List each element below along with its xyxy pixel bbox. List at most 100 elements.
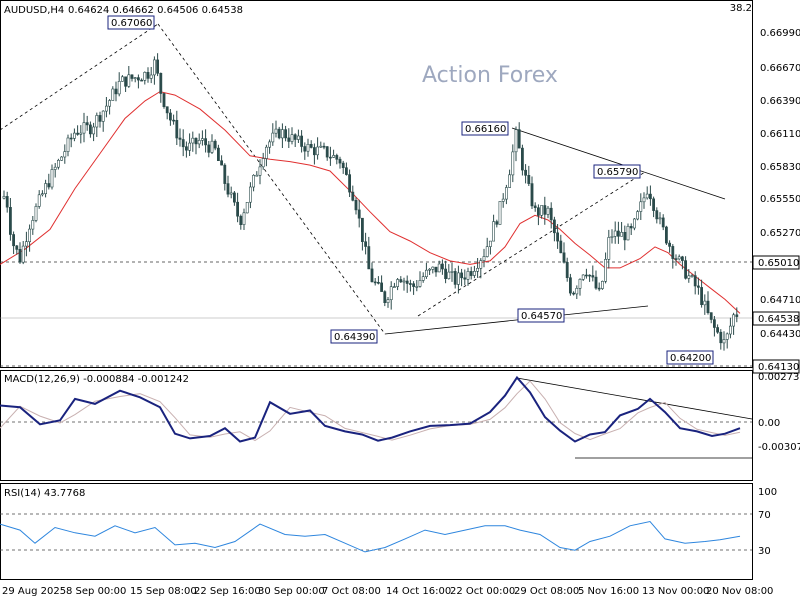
candle-body [140,79,144,82]
candle-body [655,210,659,220]
macd-tick: 0.00 [758,418,780,429]
candle-body [332,155,336,158]
candle-body [153,59,156,76]
candle-body [204,138,208,146]
candle-body [76,132,80,135]
candle-body [50,169,54,188]
candle-body [146,72,150,79]
candle-body [261,158,265,168]
candle-body [392,286,396,288]
candle-body [520,147,524,171]
candle-body [463,277,467,280]
candle-body [360,217,364,242]
price-tick: 0.64710 [760,295,800,306]
candle-body [252,175,256,188]
candle-body [383,291,387,304]
candle-body [194,137,198,145]
candle-body [684,260,688,279]
ma-line [0,91,741,314]
candle-body [201,138,204,141]
candle-body [303,146,307,152]
candle-body [556,232,560,242]
candle-body [530,183,534,207]
candle-body [66,137,70,152]
candle-body [364,241,368,247]
candle-body [412,283,416,287]
candle-body [296,135,300,140]
candle-body [549,207,553,221]
candle-body [466,271,470,280]
candle-body [610,236,614,238]
candle-body [597,287,601,290]
candle-body [712,319,716,328]
trendlines [0,23,726,335]
candle-body [476,267,480,272]
candle-body [89,124,92,135]
candle-body [287,137,291,142]
annotation-box [593,164,641,179]
candle-body [562,252,566,263]
candle-body [312,147,316,156]
candle-body [559,240,563,254]
low-level-box [752,359,800,374]
candle-body [258,166,262,176]
candle-body [722,339,726,344]
time-tick: 14 Oct 16:00 [386,586,451,597]
candle-body [24,241,28,247]
time-tick: 29 Aug 2025 [2,586,66,597]
price-axis: 0.66990 0.66670 0.66390 0.66110 0.65830 … [760,28,800,340]
candle-body [175,120,179,139]
time-tick: 7 Oct 08:00 [322,586,381,597]
candle-body [47,183,51,188]
candle-body [328,156,332,159]
macd-line [0,375,741,443]
trendline-resistance [511,127,726,200]
price-tick: 0.66110 [760,129,800,140]
candle-body [636,211,640,220]
candle-body [604,258,608,282]
macd-panel-frame [0,370,753,481]
rsi-panel-frame [0,483,753,580]
annotation-box [330,329,378,344]
candle-body [370,268,374,283]
candle-body [121,76,124,82]
candle-body [680,256,684,261]
candle-body [271,132,275,143]
candle-body [687,275,691,279]
trendline-dashed [417,171,646,317]
corner-value: 38.2 [730,3,752,14]
candle-body [5,196,9,208]
annotation-text: 0.64390 [334,332,375,343]
candle-body [15,245,19,250]
candle-body [306,144,310,152]
candle-body [236,201,240,217]
candle-body [9,207,12,235]
candle-body [341,162,345,169]
level-label: 0.65010 [758,258,799,269]
watermark: Action Forex [422,63,558,88]
candle-body [274,128,278,134]
time-tick: 30 Sep 00:00 [258,586,325,597]
candle-body [498,201,502,225]
candle-body [21,245,25,263]
annotation-text: 0.64570 [521,311,562,322]
macd-trendline [516,377,753,420]
candle-body [63,151,67,158]
candle-body [31,220,35,230]
candle-body [728,325,732,335]
candle-body [79,132,83,135]
candle-body [210,140,214,153]
candle-body [172,119,176,122]
candle-body [280,129,284,139]
candle-body [613,230,617,237]
candle-body [386,299,390,304]
candle-body [290,134,294,142]
candle-body [354,200,358,211]
time-tick: 8 Sep 00:00 [66,586,126,597]
candle-body [217,147,220,162]
candle-body [348,174,352,193]
candle-body [508,174,512,188]
current-price-label: 0.64538 [758,314,799,325]
candle-body [674,258,678,260]
candle-body [309,144,313,148]
